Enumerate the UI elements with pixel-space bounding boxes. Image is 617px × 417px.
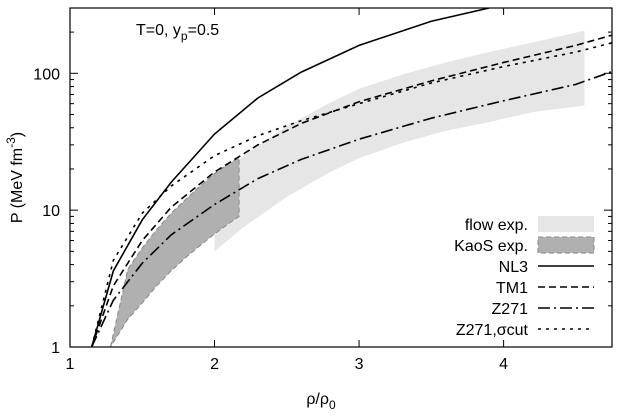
x-tick-label: 2 <box>210 356 219 373</box>
y-tick-label: 100 <box>33 66 60 83</box>
legend-label: Z271,σcut <box>456 322 529 339</box>
legend-label: NL3 <box>499 259 528 276</box>
x-tick-label: 4 <box>499 356 508 373</box>
legend-label: flow exp. <box>465 217 528 234</box>
y-axis-label: P (MeV fm-3) <box>4 132 26 223</box>
legend-label: Z271 <box>492 301 529 318</box>
series-line-z271-cut <box>90 42 612 347</box>
series-line-z271 <box>90 70 612 347</box>
x-tick-label: 3 <box>355 356 364 373</box>
series-line-nl3 <box>90 8 490 347</box>
y-tick-label: 1 <box>51 340 60 357</box>
legend-swatch <box>538 216 594 232</box>
band-flow-exp <box>214 30 585 252</box>
chart-annotation: T=0, yp=0.5 <box>136 22 219 43</box>
legend-label: KaoS exp. <box>454 238 528 255</box>
legend-label: TM1 <box>496 280 528 297</box>
x-tick-label: 1 <box>66 356 75 373</box>
series-line-tm1 <box>90 34 612 347</box>
plot-frame <box>69 7 613 348</box>
legend-swatch <box>537 236 595 254</box>
x-axis-label: ρ/ρ0 <box>306 391 336 412</box>
y-tick-label: 10 <box>42 203 60 220</box>
band-kaos-exp <box>109 157 240 347</box>
